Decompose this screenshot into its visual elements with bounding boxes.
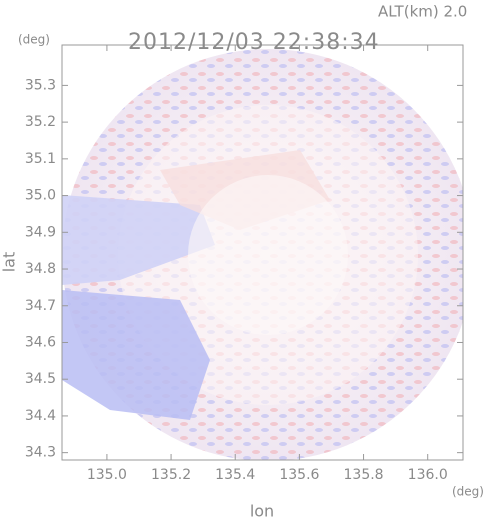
- y-tick-label: 34.5: [25, 371, 56, 387]
- y-tick-label: 35.3: [25, 77, 56, 93]
- y-tick-label: 35.2: [25, 114, 56, 130]
- y-tick-label: 34.4: [25, 408, 56, 424]
- x-unit: (deg): [452, 485, 484, 499]
- y-tick-label: 35.1: [25, 151, 56, 167]
- y-tick-label: 34.6: [25, 334, 56, 350]
- y-tick-label: 34.7: [25, 298, 56, 314]
- x-tick-label: 135.2: [151, 467, 191, 483]
- y-tick-label: 34.3: [25, 445, 56, 461]
- y-tick-label: 34.9: [25, 224, 56, 240]
- x-axis-label: lon: [250, 502, 274, 521]
- x-tick-label: 135.6: [279, 467, 319, 483]
- y-axis-label: lat: [0, 252, 19, 273]
- altitude-label: ALT(km) 2.0: [378, 3, 467, 21]
- y-unit: (deg): [18, 33, 50, 47]
- plot-frame: [61, 44, 464, 461]
- y-tick-label: 34.8: [25, 261, 56, 277]
- x-tick-label: 136.0: [408, 467, 448, 483]
- x-tick-label: 135.8: [344, 467, 384, 483]
- y-tick-label: 35.0: [25, 188, 56, 204]
- x-tick-label: 135.4: [215, 467, 255, 483]
- radar-image: [62, 49, 463, 460]
- x-tick-label: 135.0: [87, 467, 127, 483]
- chart-title: 2012/12/03 22:38:34: [128, 30, 380, 55]
